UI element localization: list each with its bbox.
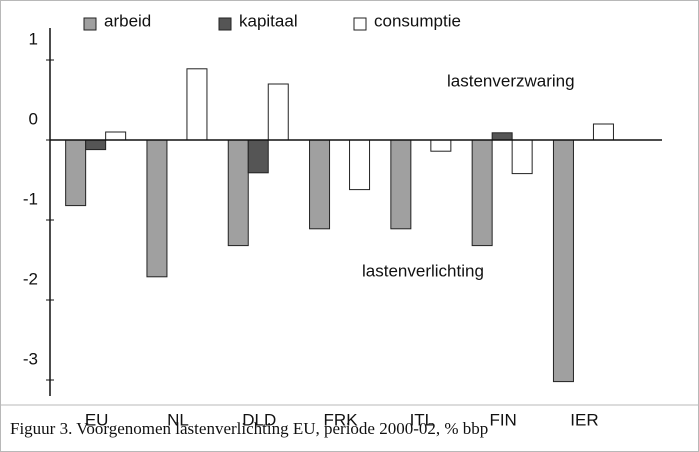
annotation: lastenverlichting [362,261,484,280]
bar [491,132,513,141]
bar [85,139,107,151]
bar [390,139,412,230]
bar [227,139,249,247]
bar [267,83,289,141]
y-tick-label: -1 [23,189,38,208]
x-tick-label: FIN [489,410,516,429]
bar [592,123,614,141]
bar [146,139,168,278]
x-tick-label: FRK [324,410,359,429]
y-tick-label: -3 [23,349,38,368]
x-tick-label: EU [85,410,109,429]
bar [309,139,331,230]
x-tick-label: DLD [242,410,276,429]
bar [105,131,127,141]
bar [471,139,493,247]
y-tick-label: 1 [29,29,38,48]
bar [65,139,87,207]
caption: Figuur 3. Voorgenomen lastenverlichting … [10,419,488,438]
y-tick-label: 0 [29,109,38,128]
y-tick-label: -2 [23,269,38,288]
x-tick-label: IER [570,410,598,429]
x-tick-label: NL [167,410,189,429]
x-tick-label: ITL [410,410,435,429]
bar [430,139,452,152]
bar [349,139,371,191]
bar [247,139,269,174]
bar [186,68,208,141]
annotation: lastenverzwaring [447,71,575,90]
legend-swatch [83,17,97,31]
legend-swatch [353,17,367,31]
legend-label: consumptie [374,11,461,30]
legend-label: arbeid [104,11,151,30]
bar [511,139,533,175]
legend-label: kapitaal [239,11,298,30]
legend-swatch [218,17,232,31]
bar [552,139,574,383]
